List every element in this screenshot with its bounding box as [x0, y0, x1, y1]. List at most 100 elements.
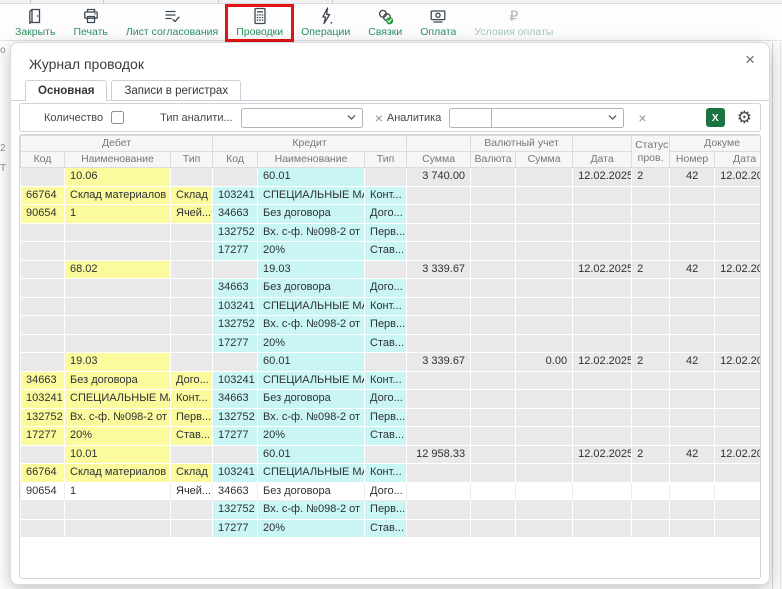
cell[interactable] [572, 389, 633, 409]
cell[interactable] [212, 352, 259, 372]
column-header[interactable]: Наименование [257, 151, 366, 168]
cell[interactable]: Дого... [169, 370, 214, 390]
cell[interactable] [669, 389, 716, 409]
cell[interactable]: 42 [669, 167, 716, 187]
table-row[interactable]: 19.03 60.01 3 339.67 0.00 12.02.2025 2 42 12.02… [20, 352, 760, 372]
cell[interactable] [515, 481, 574, 501]
cell[interactable] [515, 407, 574, 427]
column-header[interactable]: Номер [669, 151, 716, 168]
cell[interactable] [515, 259, 574, 279]
cell[interactable]: Без договора [257, 204, 366, 224]
cell[interactable]: Без договора [257, 278, 366, 298]
table-row[interactable]: 17277 20% Став... [20, 241, 760, 261]
cell[interactable] [714, 204, 760, 224]
analytics-type-select[interactable] [240, 107, 363, 128]
column-header[interactable]: Сумма [406, 151, 472, 168]
cell[interactable] [364, 167, 408, 187]
quantity-checkbox[interactable] [111, 111, 125, 124]
cell[interactable] [212, 259, 259, 279]
cell[interactable] [714, 241, 760, 261]
cell[interactable]: Конт... [364, 463, 408, 483]
cell[interactable]: 3 339.67 [406, 259, 472, 279]
cell[interactable] [572, 241, 633, 261]
cell[interactable] [669, 204, 716, 224]
cell[interactable] [714, 389, 760, 409]
cell[interactable]: Вх. с-ф. №098-2 от 12... [64, 407, 171, 427]
cell[interactable]: 12.02.2025 [572, 352, 633, 372]
cell[interactable] [64, 296, 171, 316]
cell[interactable] [572, 296, 633, 316]
cell[interactable] [470, 315, 517, 335]
cell[interactable] [669, 296, 716, 316]
cell[interactable] [470, 278, 517, 298]
cell[interactable] [669, 278, 716, 298]
cell[interactable] [470, 444, 517, 464]
column-header[interactable]: Сумма [515, 151, 574, 168]
cell[interactable]: СПЕЦИАЛЬНЫЕ МАТ... [257, 185, 366, 205]
cell[interactable] [470, 352, 517, 372]
cell[interactable]: Став... [364, 241, 408, 261]
cell[interactable]: 17277 [20, 426, 65, 446]
cell[interactable]: 19.03 [64, 352, 171, 372]
cell[interactable]: Конт... [364, 185, 408, 205]
cell[interactable] [406, 296, 472, 316]
cell[interactable] [169, 500, 214, 520]
cell[interactable] [572, 204, 633, 224]
table-row[interactable]: 90654 1 Ячей... 34663 Без договора Дого... [20, 481, 760, 501]
analytics-code-field[interactable] [450, 108, 493, 127]
table-row[interactable]: 17277 20% Став... 17277 20% Став... [20, 426, 760, 446]
print-button[interactable]: Печать [64, 6, 116, 40]
cell[interactable] [20, 352, 65, 372]
cell[interactable]: 12 958.33 [406, 444, 472, 464]
cell[interactable] [572, 518, 633, 538]
cell[interactable]: 132752 [212, 315, 259, 335]
cell[interactable] [714, 315, 760, 335]
cell[interactable]: 12.02.2025 [714, 167, 760, 187]
cell[interactable]: 2 [631, 352, 671, 372]
cell[interactable] [470, 259, 517, 279]
cell[interactable] [631, 500, 671, 520]
cell[interactable]: 20% [257, 333, 366, 353]
cell[interactable] [631, 407, 671, 427]
cell[interactable]: 2 [631, 444, 671, 464]
excel-export-icon[interactable]: X [705, 108, 725, 127]
cell[interactable] [169, 222, 214, 242]
cell[interactable] [212, 444, 259, 464]
cell[interactable] [169, 167, 214, 187]
cell[interactable]: 19.03 [257, 259, 366, 279]
cell[interactable] [714, 518, 760, 538]
cell[interactable]: 17277 [212, 241, 259, 261]
cell[interactable]: 66764 [20, 185, 65, 205]
approval-sheet-button[interactable]: Лист согласования [117, 6, 227, 40]
cell[interactable]: 17277 [212, 518, 259, 538]
cell[interactable] [406, 333, 472, 353]
cell[interactable] [20, 500, 65, 520]
cell[interactable] [515, 204, 574, 224]
cell[interactable]: 132752 [212, 222, 259, 242]
cell[interactable] [515, 278, 574, 298]
cell[interactable]: 12.02.2025 [714, 444, 760, 464]
cell[interactable] [406, 370, 472, 390]
cell[interactable]: Став... [364, 426, 408, 446]
clear-icon[interactable]: × [374, 109, 383, 126]
cell[interactable]: 10.01 [64, 444, 171, 464]
cell[interactable] [470, 463, 517, 483]
cell[interactable]: 132752 [20, 407, 65, 427]
column-header-status[interactable]: Статус пров. [631, 135, 671, 168]
cell[interactable] [406, 315, 472, 335]
cell[interactable] [714, 370, 760, 390]
cell[interactable]: 17277 [212, 333, 259, 353]
cell[interactable] [631, 185, 671, 205]
cell[interactable]: Дого... [364, 204, 408, 224]
cell[interactable]: 12.02.2025 [572, 444, 633, 464]
cell[interactable] [169, 315, 214, 335]
cell[interactable] [572, 426, 633, 446]
close-document-button[interactable]: Закрыть [6, 6, 64, 40]
cell[interactable]: 1 [64, 481, 171, 501]
cell[interactable]: Конт... [169, 389, 214, 409]
cell[interactable] [470, 407, 517, 427]
cell[interactable]: 60.01 [257, 167, 366, 187]
cell[interactable] [572, 500, 633, 520]
column-header[interactable]: Тип [364, 151, 408, 168]
cell[interactable]: СПЕЦИАЛЬНЫЕ МАТ... [257, 463, 366, 483]
